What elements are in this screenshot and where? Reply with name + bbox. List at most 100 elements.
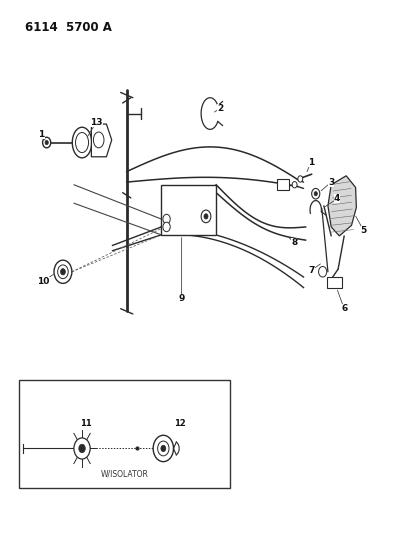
Polygon shape xyxy=(290,175,292,185)
Polygon shape xyxy=(145,163,147,180)
Polygon shape xyxy=(141,164,143,181)
Text: 6114  5700 A: 6114 5700 A xyxy=(25,21,112,34)
Polygon shape xyxy=(272,164,273,182)
Polygon shape xyxy=(188,149,190,177)
Text: 7: 7 xyxy=(309,265,315,274)
Polygon shape xyxy=(207,147,208,177)
Polygon shape xyxy=(144,163,145,181)
Polygon shape xyxy=(137,166,138,181)
Polygon shape xyxy=(263,160,265,181)
Polygon shape xyxy=(164,155,166,179)
Polygon shape xyxy=(280,169,282,184)
Polygon shape xyxy=(151,160,152,180)
Bar xyxy=(277,180,289,190)
Polygon shape xyxy=(253,156,255,180)
Polygon shape xyxy=(295,177,296,186)
Polygon shape xyxy=(249,154,250,180)
Polygon shape xyxy=(289,174,290,185)
Polygon shape xyxy=(157,158,158,180)
Ellipse shape xyxy=(75,133,89,152)
Polygon shape xyxy=(177,151,178,178)
Polygon shape xyxy=(252,155,253,180)
Polygon shape xyxy=(241,151,243,179)
Polygon shape xyxy=(282,169,283,184)
Polygon shape xyxy=(220,147,221,177)
Polygon shape xyxy=(138,166,140,181)
Polygon shape xyxy=(191,148,193,177)
Polygon shape xyxy=(133,168,134,182)
Polygon shape xyxy=(204,147,206,177)
Polygon shape xyxy=(262,159,263,181)
Polygon shape xyxy=(203,147,204,177)
Polygon shape xyxy=(173,152,174,179)
Polygon shape xyxy=(131,169,133,182)
Polygon shape xyxy=(274,166,276,183)
Polygon shape xyxy=(227,148,229,178)
Polygon shape xyxy=(140,165,141,181)
Polygon shape xyxy=(210,147,211,177)
Polygon shape xyxy=(199,147,200,177)
Polygon shape xyxy=(269,163,270,182)
Circle shape xyxy=(74,438,90,459)
Polygon shape xyxy=(283,171,285,184)
Polygon shape xyxy=(167,154,169,179)
Polygon shape xyxy=(255,156,256,180)
Polygon shape xyxy=(237,150,239,179)
Polygon shape xyxy=(150,161,151,180)
Polygon shape xyxy=(216,147,217,177)
Bar xyxy=(19,380,230,488)
Text: 13: 13 xyxy=(90,118,103,127)
Polygon shape xyxy=(232,149,233,178)
Ellipse shape xyxy=(72,127,92,158)
Polygon shape xyxy=(154,159,155,180)
Polygon shape xyxy=(196,148,197,177)
Polygon shape xyxy=(127,171,128,182)
Bar xyxy=(161,185,216,235)
Text: 4: 4 xyxy=(334,195,340,204)
Polygon shape xyxy=(193,148,194,177)
Text: 2: 2 xyxy=(217,104,223,113)
Circle shape xyxy=(298,176,303,182)
Polygon shape xyxy=(170,154,171,179)
Polygon shape xyxy=(197,148,199,177)
Text: 10: 10 xyxy=(37,277,49,286)
Polygon shape xyxy=(169,154,170,179)
Polygon shape xyxy=(148,161,150,180)
Polygon shape xyxy=(221,148,223,177)
Polygon shape xyxy=(134,167,136,181)
Text: 1: 1 xyxy=(38,130,44,139)
Polygon shape xyxy=(217,147,218,177)
Polygon shape xyxy=(136,167,137,181)
Polygon shape xyxy=(296,179,297,187)
Text: W/ISOLATOR: W/ISOLATOR xyxy=(101,470,149,479)
Polygon shape xyxy=(246,153,247,179)
Polygon shape xyxy=(180,150,181,178)
Text: 8: 8 xyxy=(291,238,297,247)
Polygon shape xyxy=(328,176,356,236)
Polygon shape xyxy=(234,150,236,179)
Circle shape xyxy=(163,214,170,224)
Polygon shape xyxy=(201,147,203,177)
Polygon shape xyxy=(206,147,207,177)
Polygon shape xyxy=(181,150,183,178)
Circle shape xyxy=(61,269,66,275)
Polygon shape xyxy=(147,162,148,180)
Polygon shape xyxy=(128,170,130,182)
Circle shape xyxy=(153,435,173,462)
Polygon shape xyxy=(285,171,286,184)
Polygon shape xyxy=(174,152,176,178)
Polygon shape xyxy=(223,148,224,177)
Polygon shape xyxy=(259,158,260,181)
Polygon shape xyxy=(187,149,188,177)
Polygon shape xyxy=(224,148,226,177)
Polygon shape xyxy=(91,124,112,157)
Circle shape xyxy=(163,222,170,232)
Polygon shape xyxy=(208,147,210,177)
Polygon shape xyxy=(171,153,173,179)
Polygon shape xyxy=(270,163,272,182)
Polygon shape xyxy=(160,157,161,179)
Text: 11: 11 xyxy=(80,419,92,429)
Polygon shape xyxy=(244,152,246,179)
Polygon shape xyxy=(163,156,164,179)
Polygon shape xyxy=(267,162,269,182)
